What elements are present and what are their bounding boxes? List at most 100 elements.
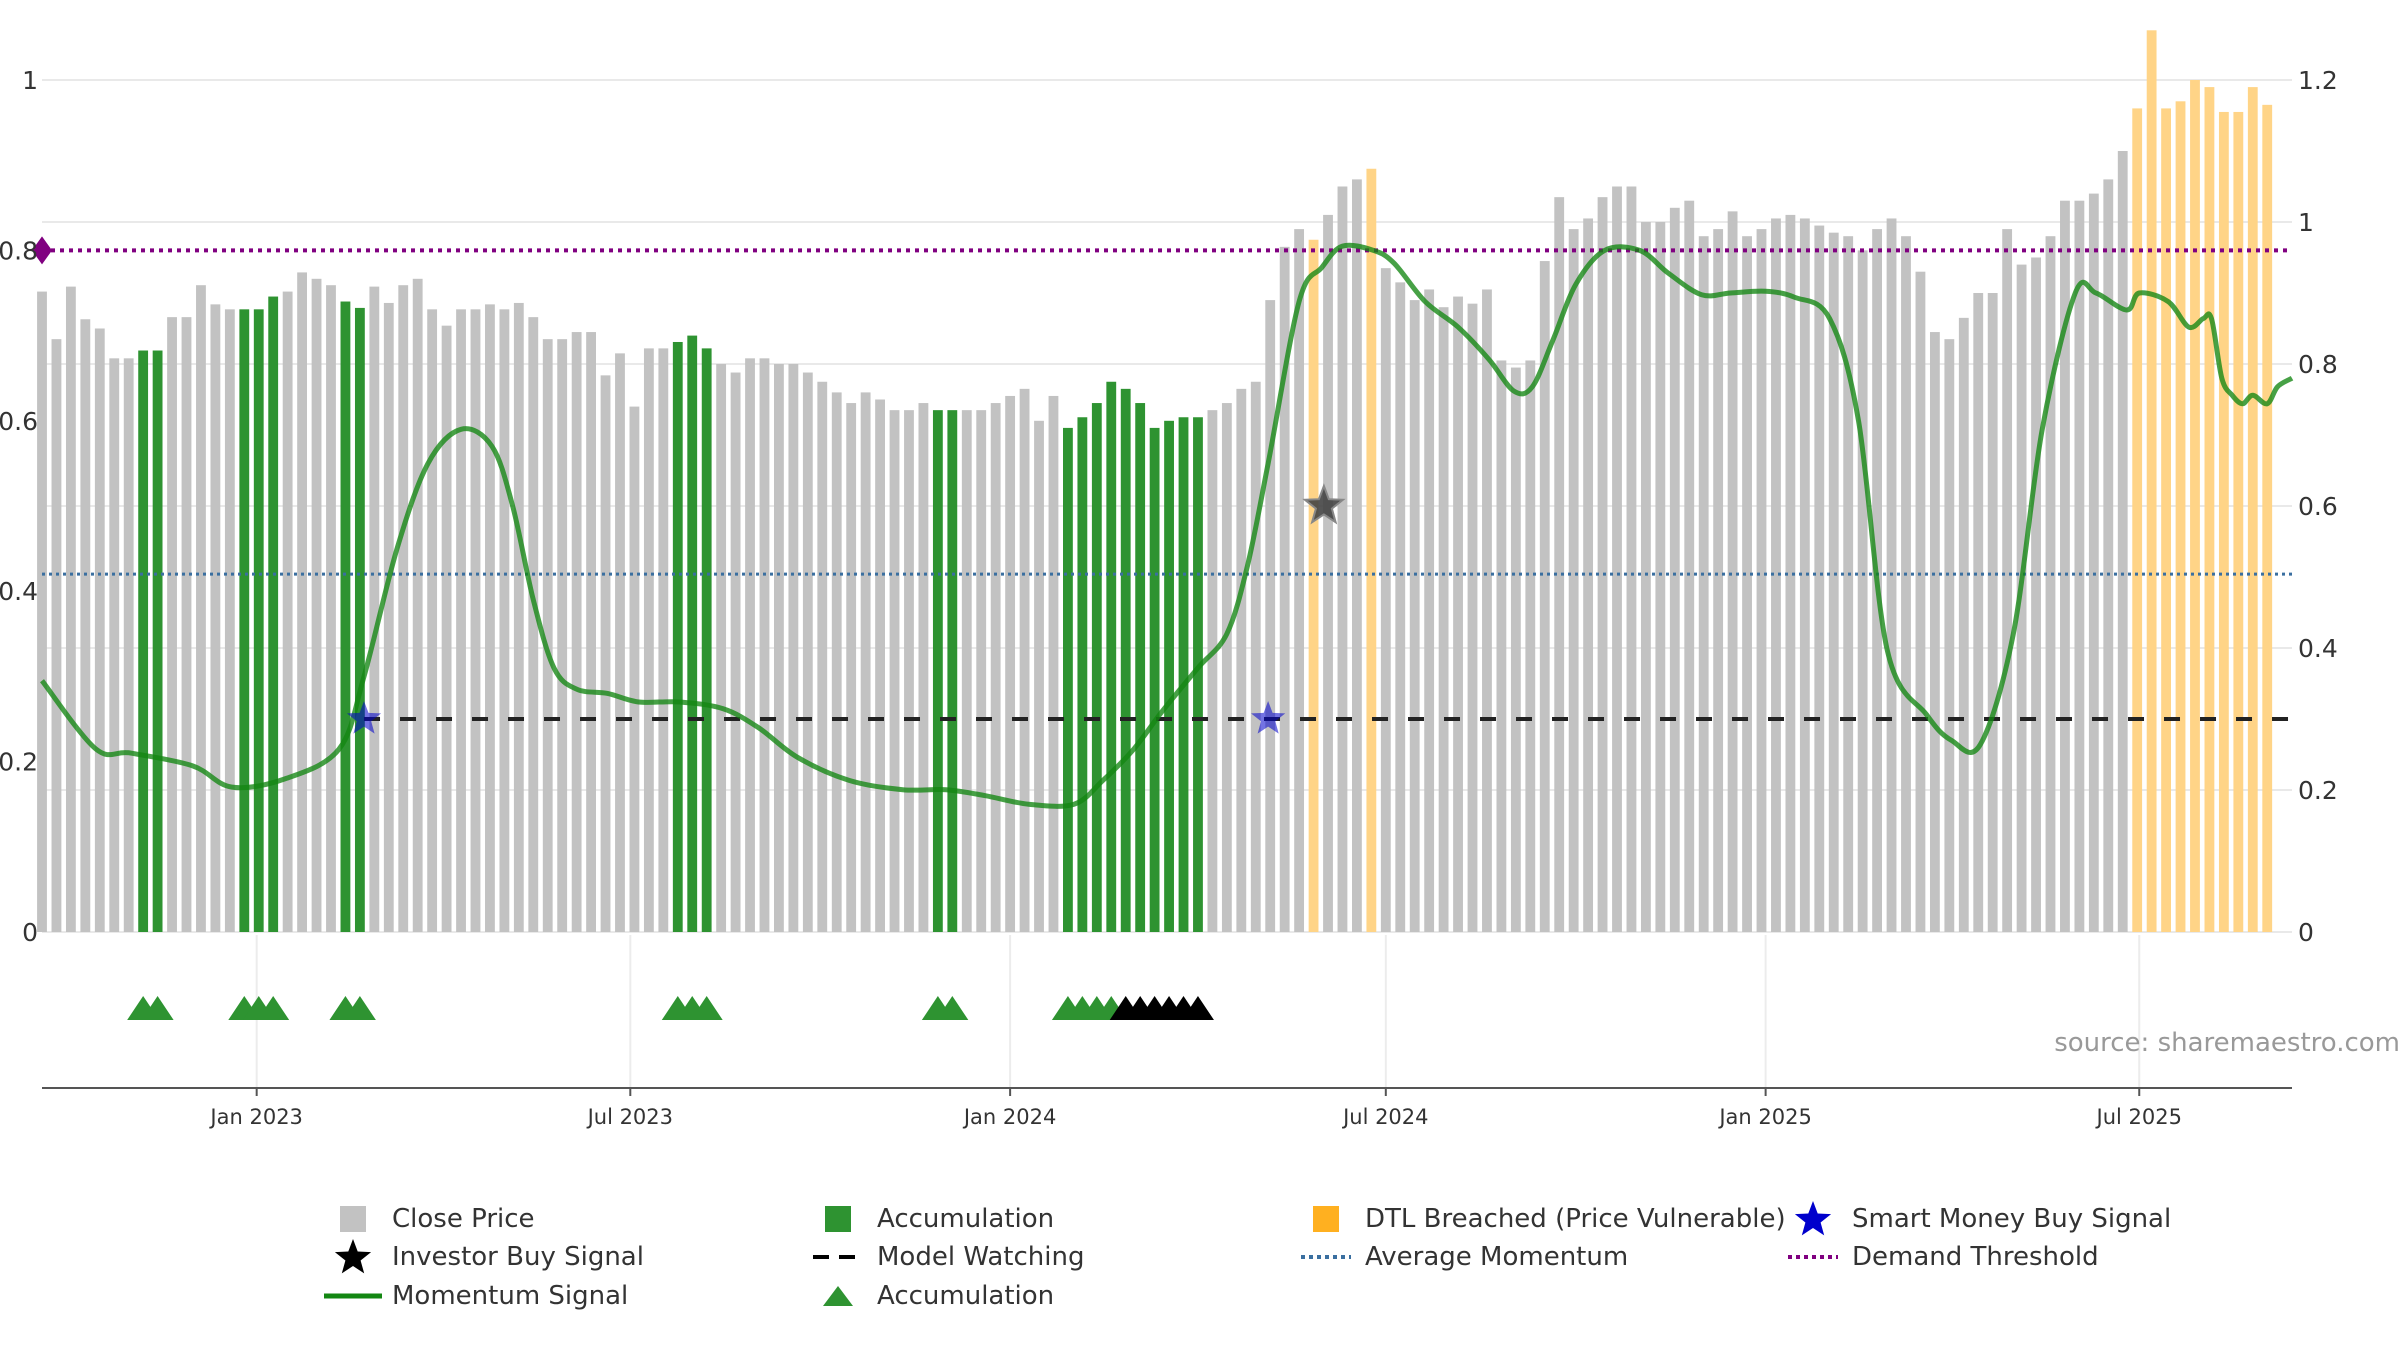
close-price-bar — [1597, 197, 1608, 932]
close-price-bar — [1958, 317, 1969, 933]
accumulation-bar — [1091, 403, 1102, 932]
close-price-bar — [1265, 300, 1276, 933]
y-right-tick-label: 0 — [2298, 918, 2314, 947]
close-price-bar — [1698, 236, 1709, 932]
close-price-bar — [1568, 229, 1579, 933]
x-tick-label: Jan 2024 — [962, 1105, 1057, 1129]
close-price-bar — [1453, 296, 1463, 932]
close-price-bar — [398, 285, 409, 932]
close-price-bar — [412, 278, 423, 932]
accumulation-bar — [701, 348, 712, 932]
close-price-bar — [80, 319, 91, 932]
dtl-breached-bar — [1366, 168, 1377, 932]
model-watching-triangle — [1181, 996, 1214, 1020]
y-right-tick-label: 0.2 — [2298, 776, 2338, 805]
close-price-bar — [109, 358, 120, 932]
close-price-bar — [643, 348, 654, 932]
close-price-bar — [1221, 403, 1232, 932]
smart-money-star — [1251, 701, 1286, 734]
close-price-bar — [716, 364, 727, 932]
close-price-bar — [860, 392, 871, 932]
y-left-tick-label: 0.8 — [0, 236, 38, 265]
dtl-breached-bar — [2218, 111, 2229, 932]
y-right-tick-label: 1 — [2298, 208, 2314, 237]
close-price-bar — [1539, 261, 1550, 932]
close-price-bar — [889, 410, 900, 932]
close-price-bar — [1901, 236, 1911, 932]
close-price-bar — [1467, 303, 1478, 932]
close-price-bar — [1482, 289, 1492, 932]
close-price-bar — [1626, 186, 1637, 932]
line-series — [32, 236, 2294, 809]
close-price-bar — [2074, 200, 2085, 932]
demand-threshold-marker — [32, 236, 52, 265]
y-left-tick-label: 0.2 — [0, 748, 38, 777]
close-price-bar — [600, 375, 611, 932]
close-price-bar — [224, 309, 235, 933]
accumulation-bar — [672, 341, 683, 932]
accumulation-triangle — [343, 996, 376, 1020]
bar-series — [37, 30, 2273, 933]
accumulation-triangle — [257, 996, 290, 1020]
dtl-breached-bar — [2190, 80, 2200, 932]
close-price-bar — [2060, 200, 2070, 932]
close-price-bar — [1438, 307, 1449, 932]
close-price-bar — [1640, 222, 1651, 932]
close-price-bar — [1771, 218, 1781, 932]
close-price-bar — [1669, 207, 1680, 933]
close-price-bar — [369, 286, 380, 932]
close-price-bar — [774, 364, 784, 932]
close-price-bar — [1207, 410, 1218, 932]
accumulation-bar — [1149, 427, 1160, 932]
close-price-bar — [1843, 236, 1854, 932]
close-price-bar — [1987, 293, 1998, 932]
close-price-bar — [961, 410, 972, 932]
close-price-bar — [196, 285, 206, 932]
close-price-bar — [1713, 229, 1724, 933]
close-price-bar — [499, 309, 510, 933]
close-price-bar — [846, 403, 857, 932]
close-price-bar — [1250, 381, 1261, 932]
accumulation-bar — [268, 296, 279, 932]
accumulation-bar — [947, 410, 958, 932]
close-price-bar — [1294, 229, 1305, 933]
close-price-bar — [37, 291, 47, 933]
accumulation-bar — [1063, 427, 1073, 932]
close-price-bar — [904, 410, 914, 932]
close-price-bar — [1554, 197, 1565, 932]
investor-buy-star — [1302, 483, 1346, 525]
close-price-bar — [1034, 420, 1044, 932]
y-left-tick-label: 0.6 — [0, 407, 38, 436]
close-price-bar — [441, 325, 452, 932]
close-price-bar — [817, 381, 828, 932]
close-price-bar — [918, 403, 929, 932]
close-price-bar — [2088, 193, 2099, 933]
close-price-bar — [1684, 200, 1695, 932]
close-price-bar — [1005, 395, 1016, 932]
close-price-bar — [875, 399, 885, 932]
close-price-bar — [976, 410, 987, 932]
y-right-tick-label: 0.4 — [2298, 634, 2338, 663]
close-price-bar — [528, 317, 539, 932]
close-price-bar — [311, 278, 322, 932]
accumulation-bar — [1164, 420, 1174, 932]
y-right-tick-label: 0.6 — [2298, 492, 2338, 521]
close-price-bar — [210, 304, 221, 932]
momentum-signal-line — [40, 242, 2294, 809]
x-tick-label: Jul 2024 — [1341, 1105, 1428, 1129]
close-price-bar — [1929, 332, 1940, 932]
close-price-bar — [1409, 300, 1420, 933]
close-price-bar — [1424, 289, 1435, 932]
close-price-bar — [831, 392, 842, 932]
close-price-bar — [470, 309, 481, 933]
close-price-bar — [730, 372, 741, 932]
smart-money-star — [346, 701, 382, 734]
accumulation-bar — [687, 335, 698, 933]
y-right-tick-label: 0.8 — [2298, 350, 2338, 379]
close-price-bar — [1973, 293, 1984, 932]
y-left-tick-label: 0 — [22, 918, 38, 947]
y-left-tick-label: 0.4 — [0, 577, 38, 606]
signal-markers — [127, 483, 1346, 1020]
close-price-bar — [1496, 360, 1507, 932]
